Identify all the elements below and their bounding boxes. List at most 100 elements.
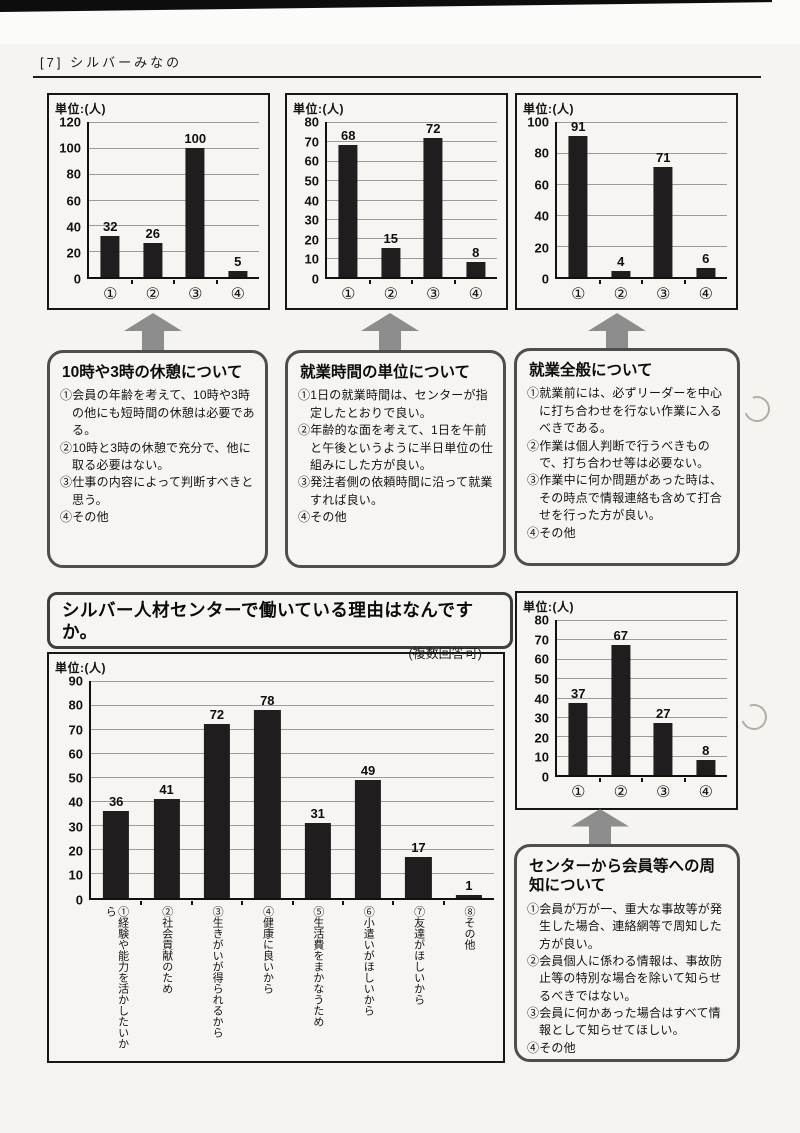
bar-value-label: 100 xyxy=(184,130,207,146)
chart-rest-breaks: 単位:(人) 0 20 40 60 80 100 120 32 26 100 5 ① ② ③ ④ xyxy=(47,93,270,310)
bar-value-label: 36 xyxy=(108,793,124,809)
bar-value-label: 67 xyxy=(613,628,628,644)
bar-value-label: 72 xyxy=(426,120,441,136)
unit-label: 単位:(人) xyxy=(523,102,574,116)
question-title-box: シルバー人材センターで働いている理由はなんですか。 (複数回答可) xyxy=(47,592,513,661)
x-axis-tick xyxy=(641,778,643,782)
category-label-text: ③ xyxy=(656,285,671,303)
gridline xyxy=(557,215,727,216)
bar xyxy=(381,247,401,277)
bar-value-label: 5 xyxy=(234,253,242,269)
category-label: ⑦友達がほしいから xyxy=(393,906,443,1056)
category-label: ① xyxy=(89,284,132,304)
category-label: ④健康に良いから xyxy=(242,906,292,1056)
category-label-text: ② xyxy=(383,285,398,303)
y-tick-label: 60 xyxy=(66,193,81,208)
gridline xyxy=(557,697,727,699)
answer-item: ④その他 xyxy=(60,510,109,525)
bar xyxy=(696,759,716,775)
y-tick-label: 60 xyxy=(534,177,549,193)
category-label: ⑥小遣いがほしいから xyxy=(343,906,393,1056)
y-tick-label: 20 xyxy=(534,730,549,746)
x-axis-categories: ① ② ③ ④ xyxy=(89,281,259,306)
answer-box-title: 10時や3時の休憩について xyxy=(62,364,243,381)
plot-area-wrap: 0 20 40 60 80 100 91 4 71 6 xyxy=(523,116,736,286)
bar xyxy=(423,137,443,277)
plot-area-wrap: 0 10 20 30 40 50 60 70 80 68 15 72 8 xyxy=(293,116,506,286)
category-label: ② xyxy=(600,284,643,304)
chart-reasons-for-working: 単位:(人) 0 10 20 30 40 50 60 70 80 90 36 41 72 78 31 49 1… xyxy=(47,652,505,1063)
x-axis-tick xyxy=(411,280,413,284)
category-label-text: ① xyxy=(571,285,586,303)
gridline xyxy=(91,777,494,779)
plot-area: 68 15 72 8 xyxy=(325,120,497,284)
y-tick-label: 30 xyxy=(304,212,319,228)
bar xyxy=(611,645,631,775)
y-tick-label: 50 xyxy=(304,173,319,189)
y-tick-label: 80 xyxy=(534,145,549,161)
answer-item: ④その他 xyxy=(298,510,347,525)
x-axis-tick xyxy=(341,900,344,905)
y-axis: 0 10 20 30 40 50 60 70 80 xyxy=(523,614,555,784)
y-tick-label: 60 xyxy=(68,746,83,762)
y-tick-label: 80 xyxy=(304,114,319,130)
gridline xyxy=(327,199,497,201)
category-label-text: ④ xyxy=(230,285,245,303)
gridline xyxy=(91,705,494,707)
category-label: ②社会貢献のため xyxy=(141,906,191,1056)
gridline xyxy=(327,238,497,240)
y-axis: 0 10 20 30 40 50 60 70 80 90 xyxy=(55,675,89,907)
chart-work-general: 単位:(人) 0 20 40 60 80 100 91 4 71 6 ① ② ③ ④ xyxy=(515,93,738,310)
gridline xyxy=(89,147,259,149)
x-axis-tick xyxy=(683,280,686,284)
y-tick-label: 20 xyxy=(66,245,81,261)
bar xyxy=(354,779,382,898)
category-label-text: ④ xyxy=(698,285,713,303)
y-tick-label: 50 xyxy=(68,770,83,786)
y-tick-label: 70 xyxy=(68,722,83,738)
bar xyxy=(185,147,205,277)
unit-label: 単位:(人) xyxy=(523,600,574,614)
answer-item: ①1日の就業時間は、センターが指定したとおりで良い。 xyxy=(298,388,488,420)
gridline xyxy=(557,716,727,718)
category-label-text: ②社会貢献のため xyxy=(160,905,173,994)
plot-area: 36 41 72 78 31 49 17 1 xyxy=(89,681,494,905)
answer-box-title: センターから会員等への周知について xyxy=(529,858,716,895)
y-tick-label: 40 xyxy=(304,193,319,208)
answer-item: ③発注者側の依頼時間に沿って就業すれば良い。 xyxy=(298,475,493,507)
y-tick-label: 70 xyxy=(534,632,549,648)
plot-area: 32 26 100 5 xyxy=(87,122,259,284)
question-title: シルバー人材センターで働いている理由はなんですか。 xyxy=(62,600,474,642)
x-axis-tick xyxy=(598,280,601,284)
up-arrow-icon xyxy=(571,809,629,847)
bar-value-label: 41 xyxy=(159,781,174,797)
x-axis-tick xyxy=(392,900,395,905)
y-tick-label: 30 xyxy=(534,710,549,726)
bar-value-label: 26 xyxy=(145,226,160,242)
bar-value-label: 37 xyxy=(571,686,586,702)
category-label: ①経験や能力を活かしたいから xyxy=(91,906,141,1056)
bar-value-label: 27 xyxy=(656,705,671,721)
gridline xyxy=(557,246,727,247)
category-label: ④ xyxy=(685,782,728,802)
answer-item: ①会員の年齢を考えて、10時や3時の他にも短時間の休憩は必要である。 xyxy=(60,388,255,438)
gridline xyxy=(557,620,727,621)
x-axis-tick xyxy=(140,900,143,905)
header-divider xyxy=(33,76,761,78)
bar-value-label: 8 xyxy=(472,244,480,260)
punch-hole-mark xyxy=(736,699,772,735)
bar xyxy=(568,703,588,775)
y-tick-label: 120 xyxy=(59,114,81,130)
gridline xyxy=(91,801,494,803)
plot-area: 91 4 71 6 xyxy=(555,120,727,284)
y-tick-label: 20 xyxy=(304,232,319,248)
bar xyxy=(405,856,432,898)
unit-label: 単位:(人) xyxy=(293,102,344,116)
bar-value-label: 31 xyxy=(310,805,325,821)
bar xyxy=(696,267,716,277)
gridline xyxy=(557,678,727,680)
y-axis: 0 20 40 60 80 100 120 xyxy=(55,116,87,286)
y-tick-label: 10 xyxy=(304,251,319,267)
y-tick-label: 40 xyxy=(66,219,81,235)
bar xyxy=(611,270,631,277)
